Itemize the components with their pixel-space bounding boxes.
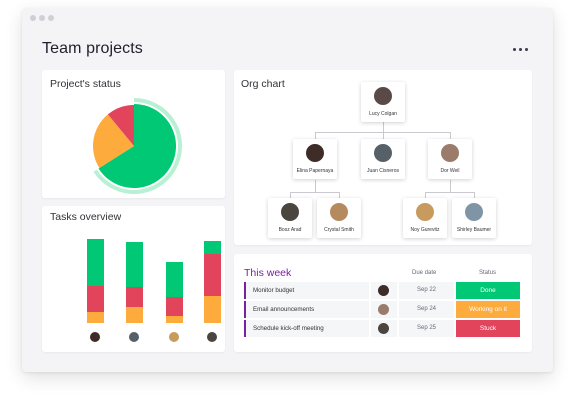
person-name: Juan Cisneros [367,168,399,174]
person-name: Crystal Smith [324,227,354,233]
org-node-report[interactable]: Bosz Arad [268,198,312,238]
bar-segment-working-on-it[interactable] [166,315,183,323]
pie-slice-working-on-it[interactable] [93,114,134,168]
avatar [378,285,389,296]
app-window: Team projects Project's status Tasks ove… [22,8,553,372]
avatar [378,323,389,334]
avatar [207,332,217,342]
project-status-card: Project's status [42,70,225,198]
status-badge[interactable]: Done [456,282,520,299]
org-chart-card: Org chart Lucy Colgan Elina Papernaya Ju… [234,70,532,245]
column-header-due: Due date [412,270,437,276]
card-title: Project's status [50,78,121,90]
task-cell[interactable]: Email announcements [244,301,369,318]
task-cell[interactable]: Schedule kick-off meeting [244,320,369,337]
owner-cell[interactable] [371,301,397,318]
bar-segment-working-on-it[interactable] [126,307,143,323]
owner-cell[interactable] [371,282,397,299]
person-name: Lucy Colgan [369,111,397,117]
window-titlebar [22,8,553,28]
bar-segment-done[interactable] [87,239,104,287]
bar-segment-done[interactable] [166,262,183,298]
bar-segment-stuck[interactable] [87,286,104,312]
group-title: This week [244,267,292,279]
org-node-report[interactable]: Crystal Smith [317,198,361,238]
org-node-manager[interactable]: Dor Weil [428,139,472,179]
window-minimize-icon[interactable] [39,15,45,21]
avatar [378,304,389,315]
avatar [416,203,434,221]
pie-slice-done[interactable] [98,104,177,188]
org-node-root[interactable]: Lucy Colgan [361,82,405,122]
status-badge[interactable]: Stuck [456,320,520,337]
person-name: Shirley Baumer [456,227,492,233]
person-name: Dor Weil [440,168,460,174]
bar-segment-stuck[interactable] [126,287,143,308]
bar-segment-done[interactable] [204,241,221,254]
avatar [374,144,392,162]
avatar [441,144,459,162]
pie-slice-stuck[interactable] [107,105,134,146]
column-header-status: Status [479,270,497,276]
due-date-cell[interactable]: Sep 22 [399,282,454,299]
org-node-manager[interactable]: Juan Cisneros [361,139,405,179]
bar-segment-stuck[interactable] [204,254,221,297]
more-horizontal-icon[interactable] [513,48,529,54]
page-title: Team projects [42,40,143,57]
due-date-cell[interactable]: Sep 24 [399,301,454,318]
due-date-cell[interactable]: Sep 25 [399,320,454,337]
avatar [90,332,100,342]
tasks-bar-chart [42,206,225,352]
owner-cell[interactable] [371,320,397,337]
avatar [281,203,299,221]
table-row[interactable]: Email announcements Sep 24 Working on it [244,301,532,318]
avatar [330,203,348,221]
person-name: Bosz Arad [278,227,302,233]
avatar [129,332,139,342]
avatar [306,144,324,162]
task-cell[interactable]: Monitor budget [244,282,369,299]
org-node-manager[interactable]: Elina Papernaya [293,139,337,179]
person-name: Elina Papernaya [296,168,334,174]
person-name: Noy Gurevitz [410,227,440,233]
tasks-overview-card: Tasks overview [42,206,225,352]
this-week-card: This week Due date Status Monitor budget… [234,254,532,352]
window-maximize-icon[interactable] [48,15,54,21]
status-badge[interactable]: Working on it [456,301,520,318]
bar-segment-working-on-it[interactable] [204,296,221,323]
avatar [465,203,483,221]
table-row[interactable]: Monitor budget Sep 22 Done [244,282,532,299]
status-pie-chart [93,98,182,194]
bar-segment-working-on-it[interactable] [87,311,104,323]
avatar [374,87,392,105]
card-title: Tasks overview [50,211,122,223]
card-title: Org chart [241,78,285,90]
table-row[interactable]: Schedule kick-off meeting Sep 25 Stuck [244,320,532,337]
bar-segment-stuck[interactable] [166,297,183,316]
bar-segment-done[interactable] [126,242,143,288]
avatar [169,332,179,342]
pie-highlight-ring [93,98,182,194]
org-node-report[interactable]: Shirley Baumer [452,198,496,238]
org-node-report[interactable]: Noy Gurevitz [403,198,447,238]
window-close-icon[interactable] [30,15,36,21]
